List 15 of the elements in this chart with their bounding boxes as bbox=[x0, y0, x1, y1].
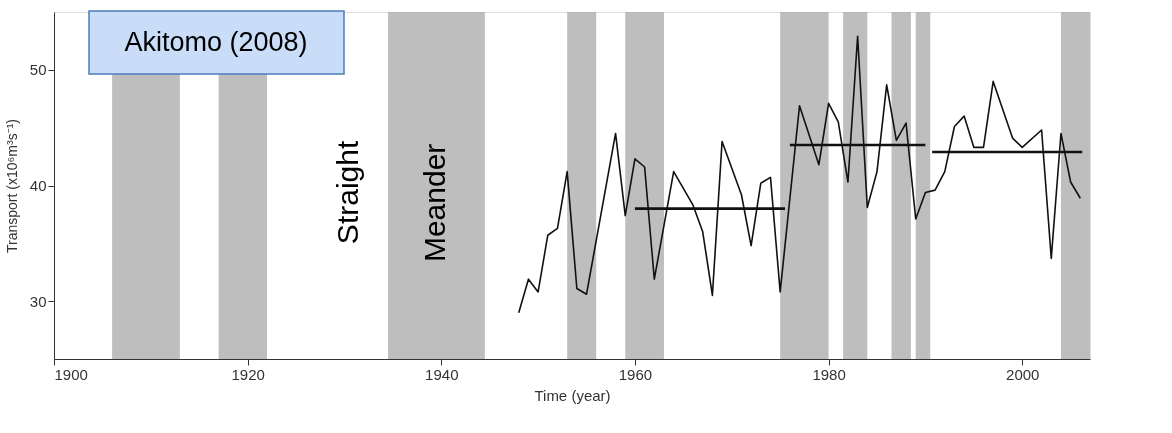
band-label: Meander bbox=[418, 143, 452, 263]
x-axis-title: Time (year) bbox=[534, 386, 611, 404]
x-tick-label: 1920 bbox=[231, 365, 265, 383]
x-tick-label: 1960 bbox=[618, 365, 653, 383]
x-tick-label: 1980 bbox=[812, 365, 846, 383]
y-axis-title: Transport (x10⁶m³s⁻¹) bbox=[3, 119, 20, 253]
y-tick-label: 40 bbox=[29, 177, 47, 194]
line-series bbox=[517, 35, 1082, 314]
x-tick-label: 1900 bbox=[54, 365, 88, 383]
annotation: Straight bbox=[331, 140, 365, 245]
y-tick-label: 30 bbox=[29, 292, 47, 310]
annotation: Akitomo (2008) bbox=[124, 27, 308, 57]
x-tick-label: 2000 bbox=[1006, 365, 1040, 383]
x-tick-label: 1940 bbox=[425, 365, 459, 383]
y-tick-label: 50 bbox=[29, 61, 47, 79]
